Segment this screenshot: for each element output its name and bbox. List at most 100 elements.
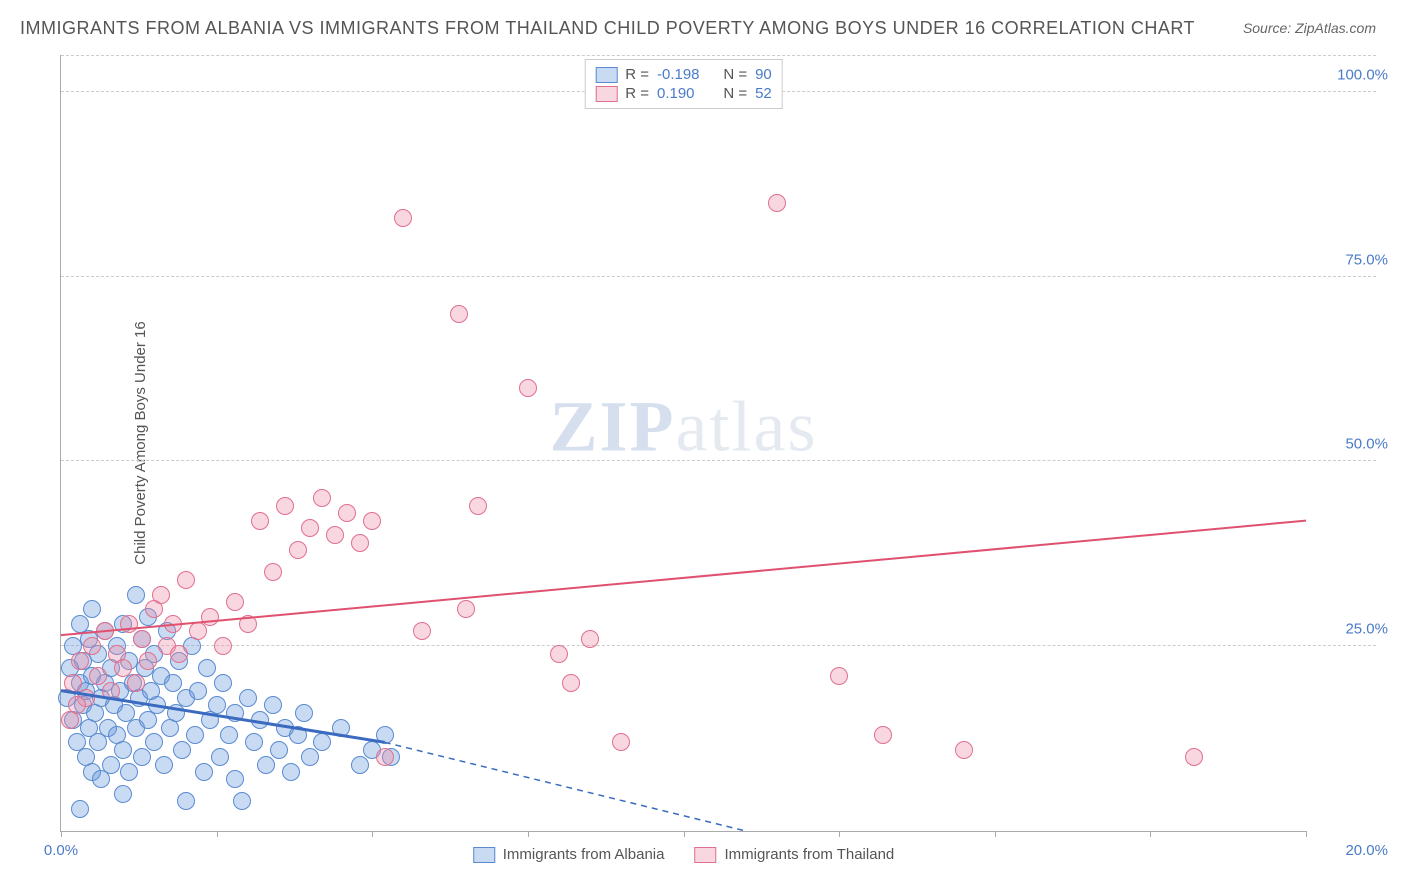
scatter-point xyxy=(211,748,229,766)
scatter-point xyxy=(612,733,630,751)
scatter-point xyxy=(376,748,394,766)
scatter-point xyxy=(226,770,244,788)
scatter-point xyxy=(102,756,120,774)
scatter-point xyxy=(164,674,182,692)
scatter-point xyxy=(177,792,195,810)
scatter-point xyxy=(301,748,319,766)
legend-series-item: Immigrants from Thailand xyxy=(694,846,894,863)
legend-stat-row: R = 0.190 N = 52 xyxy=(595,85,772,102)
scatter-point xyxy=(71,652,89,670)
legend-swatch xyxy=(473,847,495,863)
scatter-point xyxy=(562,674,580,692)
scatter-point xyxy=(295,704,313,722)
scatter-point xyxy=(195,763,213,781)
scatter-point xyxy=(469,497,487,515)
scatter-point xyxy=(83,600,101,618)
x-tick xyxy=(839,831,840,837)
scatter-point xyxy=(332,719,350,737)
legend-series-item: Immigrants from Albania xyxy=(473,846,665,863)
y-tick-label: 100.0% xyxy=(1337,66,1388,83)
scatter-point xyxy=(338,504,356,522)
scatter-point xyxy=(102,682,120,700)
scatter-point xyxy=(68,696,86,714)
trend-lines xyxy=(61,55,1306,831)
scatter-point xyxy=(214,674,232,692)
x-tick-label: 20.0% xyxy=(1345,842,1388,859)
legend-swatch xyxy=(694,847,716,863)
y-tick-label: 50.0% xyxy=(1345,436,1388,453)
scatter-point xyxy=(164,615,182,633)
scatter-point xyxy=(173,741,191,759)
scatter-point xyxy=(114,659,132,677)
legend-swatch xyxy=(595,86,617,102)
scatter-point xyxy=(214,637,232,655)
scatter-point xyxy=(351,534,369,552)
scatter-point xyxy=(133,748,151,766)
scatter-point xyxy=(282,763,300,781)
x-tick xyxy=(684,831,685,837)
legend-stat-row: R = -0.198 N = 90 xyxy=(595,66,772,83)
scatter-point xyxy=(519,379,537,397)
scatter-point xyxy=(270,741,288,759)
scatter-point xyxy=(550,645,568,663)
scatter-point xyxy=(226,704,244,722)
y-tick-label: 25.0% xyxy=(1345,621,1388,638)
scatter-point xyxy=(955,741,973,759)
grid-line xyxy=(61,276,1376,277)
scatter-point xyxy=(351,756,369,774)
scatter-point xyxy=(96,622,114,640)
scatter-point xyxy=(264,696,282,714)
scatter-point xyxy=(1185,748,1203,766)
scatter-point xyxy=(177,571,195,589)
scatter-point xyxy=(139,652,157,670)
scatter-point xyxy=(581,630,599,648)
chart-plot-area: ZIPatlas Child Poverty Among Boys Under … xyxy=(60,55,1306,832)
scatter-point xyxy=(64,674,82,692)
scatter-point xyxy=(155,756,173,774)
scatter-point xyxy=(120,763,138,781)
scatter-point xyxy=(145,733,163,751)
scatter-point xyxy=(457,600,475,618)
scatter-point xyxy=(289,726,307,744)
scatter-point xyxy=(251,512,269,530)
scatter-point xyxy=(326,526,344,544)
scatter-point xyxy=(874,726,892,744)
y-tick-label: 75.0% xyxy=(1345,251,1388,268)
scatter-point xyxy=(198,659,216,677)
scatter-point xyxy=(208,696,226,714)
scatter-point xyxy=(363,512,381,530)
scatter-point xyxy=(186,726,204,744)
scatter-point xyxy=(220,726,238,744)
scatter-point xyxy=(301,519,319,537)
chart-title: IMMIGRANTS FROM ALBANIA VS IMMIGRANTS FR… xyxy=(20,18,1195,39)
scatter-point xyxy=(245,733,263,751)
x-tick xyxy=(1150,831,1151,837)
correlation-legend: R = -0.198 N = 90 R = 0.190 N = 52 xyxy=(584,59,783,109)
scatter-point xyxy=(120,615,138,633)
x-tick xyxy=(372,831,373,837)
scatter-point xyxy=(170,645,188,663)
x-tick xyxy=(217,831,218,837)
scatter-point xyxy=(114,741,132,759)
scatter-point xyxy=(239,615,257,633)
scatter-point xyxy=(127,586,145,604)
grid-line xyxy=(61,460,1376,461)
scatter-point xyxy=(201,608,219,626)
scatter-point xyxy=(313,733,331,751)
x-tick xyxy=(1306,831,1307,837)
x-tick xyxy=(995,831,996,837)
scatter-point xyxy=(83,637,101,655)
scatter-point xyxy=(413,622,431,640)
scatter-point xyxy=(289,541,307,559)
watermark: ZIPatlas xyxy=(550,386,818,469)
scatter-point xyxy=(133,630,151,648)
scatter-point xyxy=(257,756,275,774)
scatter-point xyxy=(768,194,786,212)
scatter-point xyxy=(251,711,269,729)
scatter-point xyxy=(313,489,331,507)
scatter-point xyxy=(450,305,468,323)
scatter-point xyxy=(264,563,282,581)
scatter-point xyxy=(148,696,166,714)
scatter-point xyxy=(127,674,145,692)
scatter-point xyxy=(276,497,294,515)
